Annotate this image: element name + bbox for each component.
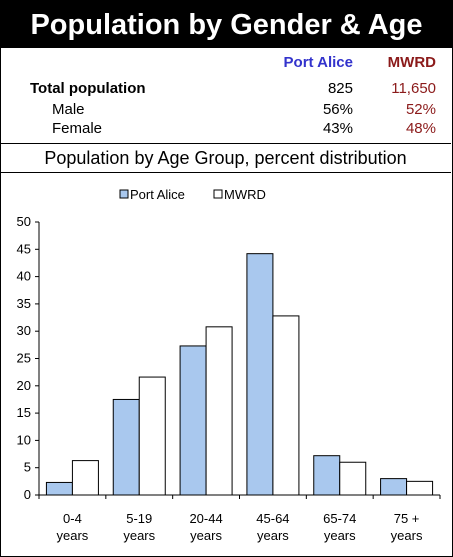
page-title: Population by Gender & Age	[0, 0, 453, 48]
y-tick-label: 45	[17, 241, 31, 256]
mwrd-value: 52%	[405, 101, 436, 118]
y-tick-label: 0	[24, 487, 31, 502]
x-category-label-unit: years	[190, 528, 222, 543]
bar-mwrd	[406, 480, 434, 496]
mwrd-value: 48%	[405, 120, 436, 137]
bar-mwrd	[205, 326, 233, 496]
row-label: Total population	[30, 80, 146, 97]
legend-label-port-alice: Port Alice	[130, 187, 185, 202]
bar-mwrd	[138, 376, 166, 496]
bar-mwrd	[339, 461, 367, 496]
x-category-label-unit: years	[57, 528, 89, 543]
x-category-label-unit: years	[391, 528, 423, 543]
y-tick-label: 20	[17, 378, 31, 393]
age-group-chart-svg: Port Alice MWRD 0 5 10 15 20 25 30 35 40 45 50 0-4 yea…	[17, 187, 441, 543]
y-tick-label: 40	[17, 269, 31, 284]
bar-port-alice	[313, 455, 341, 496]
column-header-port-alice: Port Alice	[283, 54, 353, 71]
bar-mwrd	[71, 460, 99, 496]
legend-swatch-mwrd	[213, 189, 223, 199]
y-tick-label: 25	[17, 351, 31, 366]
column-header-mwrd: MWRD	[387, 54, 436, 71]
row-label: Female	[52, 120, 103, 137]
y-tick-label: 30	[17, 323, 31, 338]
bar-port-alice	[380, 478, 408, 496]
port-alice-value: 825	[327, 80, 353, 97]
mwrd-value: 11,650	[391, 80, 436, 97]
x-category-label: 0-4	[63, 511, 82, 526]
row-label: Male	[52, 101, 85, 118]
x-category-label-unit: years	[257, 528, 289, 543]
age-group-chart: Port Alice MWRD 0 5 10 15 20 25 30 35 40 45 50 0-4 yea…	[12, 178, 442, 550]
y-tick-label: 10	[17, 432, 31, 447]
table-row-female: Female 43% 48%	[0, 120, 453, 140]
port-alice-value: 56%	[322, 101, 353, 118]
bar-mwrd	[272, 315, 300, 496]
bar-port-alice	[179, 345, 207, 496]
x-category-label-unit: years	[324, 528, 356, 543]
x-category-label: 65-74	[323, 511, 356, 526]
x-category-label: 5-19	[126, 511, 152, 526]
table-row-total-population: Total population 825 11,650	[0, 80, 453, 100]
x-category-label-unit: years	[123, 528, 155, 543]
x-category-label: 20-44	[189, 511, 222, 526]
legend-swatch-port-alice	[119, 189, 129, 199]
bar-port-alice	[112, 398, 140, 496]
x-category-label: 45-64	[256, 511, 289, 526]
y-tick-label: 15	[17, 405, 31, 420]
y-tick-label: 50	[17, 214, 31, 229]
legend-label-mwrd: MWRD	[224, 187, 266, 202]
chart-title: Population by Age Group, percent distrib…	[0, 143, 451, 173]
port-alice-value: 43%	[322, 120, 353, 137]
bar-port-alice	[45, 481, 73, 496]
table-row-male: Male 56% 52%	[0, 101, 453, 121]
y-tick-label: 5	[24, 460, 31, 475]
bar-port-alice	[246, 253, 274, 496]
x-category-label: 75 +	[394, 511, 420, 526]
y-tick-label: 35	[17, 296, 31, 311]
